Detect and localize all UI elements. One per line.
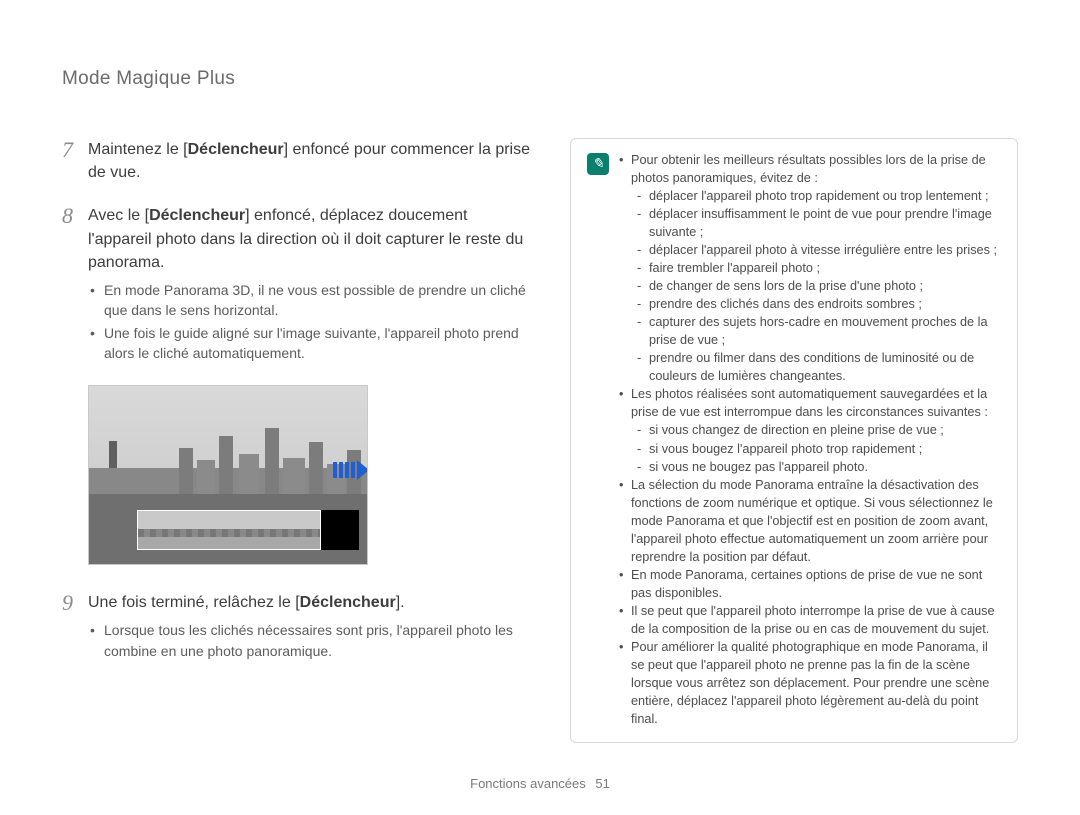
arrow-head [357, 460, 368, 480]
note-list: Pour obtenir les meilleurs résultats pos… [619, 151, 1001, 728]
page: Mode Magique Plus 7 Maintenez le [Déclen… [0, 0, 1080, 815]
text: Maintenez le [ [88, 141, 188, 158]
step-number: 8 [62, 204, 88, 365]
building-shape [219, 436, 233, 494]
dash-item: déplacer l'appareil photo trop rapidemen… [637, 187, 1001, 205]
step-body: Avec le [Déclencheur] enfoncé, déplacez … [88, 204, 532, 365]
building-shape [179, 448, 193, 494]
step-bullets: En mode Panorama 3D, il ne vous est poss… [90, 280, 532, 363]
note-item: Pour obtenir les meilleurs résultats pos… [619, 151, 1001, 385]
footer-section: Fonctions avancées [470, 776, 586, 791]
dash-item: faire trembler l'appareil photo ; [637, 259, 1001, 277]
dash-item: si vous bougez l'appareil photo trop rap… [637, 440, 1001, 458]
bold-term: Déclencheur [188, 141, 284, 158]
footer-page-number: 51 [595, 776, 609, 791]
text: ]. [396, 594, 405, 611]
arrow-bars [333, 462, 355, 478]
note-item: La sélection du mode Panorama entraîne l… [619, 476, 1001, 566]
note-text: En mode Panorama, certaines options de p… [631, 568, 982, 600]
dash-item: si vous ne bougez pas l'appareil photo. [637, 458, 1001, 476]
text: Une fois terminé, relâchez le [ [88, 594, 300, 611]
step-number: 7 [62, 138, 88, 184]
note-icon: ✎ [587, 153, 609, 175]
note-item: Pour améliorer la qualité photographique… [619, 638, 1001, 728]
bold-term: Déclencheur [149, 207, 245, 224]
dash-item: déplacer insuffisamment le point de vue … [637, 205, 1001, 241]
bullet: Lorsque tous les clichés nécessaires son… [90, 620, 532, 661]
step-9: 9 Une fois terminé, relâchez le [Déclenc… [62, 591, 532, 663]
building-shape [309, 442, 323, 494]
note-text: Pour améliorer la qualité photographique… [631, 640, 989, 726]
note-text: Pour obtenir les meilleurs résultats pos… [631, 153, 986, 185]
bullet: En mode Panorama 3D, il ne vous est poss… [90, 280, 532, 321]
dash-list: si vous changez de direction en pleine p… [637, 421, 1001, 475]
next-frame-box [321, 510, 359, 550]
note-text: Il se peut que l'appareil photo interrom… [631, 604, 995, 636]
content-columns: 7 Maintenez le [Déclencheur] enfoncé pou… [62, 138, 1018, 743]
page-header: Mode Magique Plus [62, 68, 1018, 90]
step-7: 7 Maintenez le [Déclencheur] enfoncé pou… [62, 138, 532, 184]
step-bullets: Lorsque tous les clichés nécessaires son… [90, 620, 532, 661]
left-column: 7 Maintenez le [Déclencheur] enfoncé pou… [62, 138, 532, 743]
step-body: Maintenez le [Déclencheur] enfoncé pour … [88, 138, 532, 184]
page-footer: Fonctions avancées 51 [0, 776, 1080, 791]
panorama-illustration [88, 385, 532, 565]
dash-item: prendre des clichés dans des endroits so… [637, 295, 1001, 313]
note-box: ✎ Pour obtenir les meilleurs résultats p… [570, 138, 1018, 743]
dash-item: si vous changez de direction en pleine p… [637, 421, 1001, 439]
building-shape [239, 454, 259, 494]
note-item: Les photos réalisées sont automatiquemen… [619, 385, 1001, 475]
step-number: 9 [62, 591, 88, 663]
note-item: Il se peut que l'appareil photo interrom… [619, 602, 1001, 638]
step-title: Une fois terminé, relâchez le [Déclenche… [88, 591, 532, 614]
step-title: Avec le [Déclencheur] enfoncé, déplacez … [88, 204, 532, 274]
note-body: Pour obtenir les meilleurs résultats pos… [619, 151, 1001, 728]
step-8: 8 Avec le [Déclencheur] enfoncé, déplace… [62, 204, 532, 365]
dash-item: de changer de sens lors de la prise d'un… [637, 277, 1001, 295]
dash-list: déplacer l'appareil photo trop rapidemen… [637, 187, 1001, 385]
bold-term: Déclencheur [300, 594, 396, 611]
bullet: Une fois le guide aligné sur l'image sui… [90, 323, 532, 364]
building-shape [265, 428, 279, 494]
direction-arrow-icon [333, 460, 368, 480]
step-title: Maintenez le [Déclencheur] enfoncé pour … [88, 138, 532, 184]
note-text: La sélection du mode Panorama entraîne l… [631, 478, 993, 564]
dash-item: déplacer l'appareil photo à vitesse irré… [637, 241, 1001, 259]
dash-item: prendre ou filmer dans des conditions de… [637, 349, 1001, 385]
text: Avec le [ [88, 207, 149, 224]
step-body: Une fois terminé, relâchez le [Déclenche… [88, 591, 532, 663]
dash-item: capturer des sujets hors-cadre en mouvem… [637, 313, 1001, 349]
building-shape [197, 460, 215, 494]
right-column: ✎ Pour obtenir les meilleurs résultats p… [570, 138, 1018, 743]
capture-strip [137, 510, 321, 550]
note-item: En mode Panorama, certaines options de p… [619, 566, 1001, 602]
building-shape [283, 458, 305, 494]
illustration-frame [88, 385, 368, 565]
note-text: Les photos réalisées sont automatiquemen… [631, 387, 988, 419]
